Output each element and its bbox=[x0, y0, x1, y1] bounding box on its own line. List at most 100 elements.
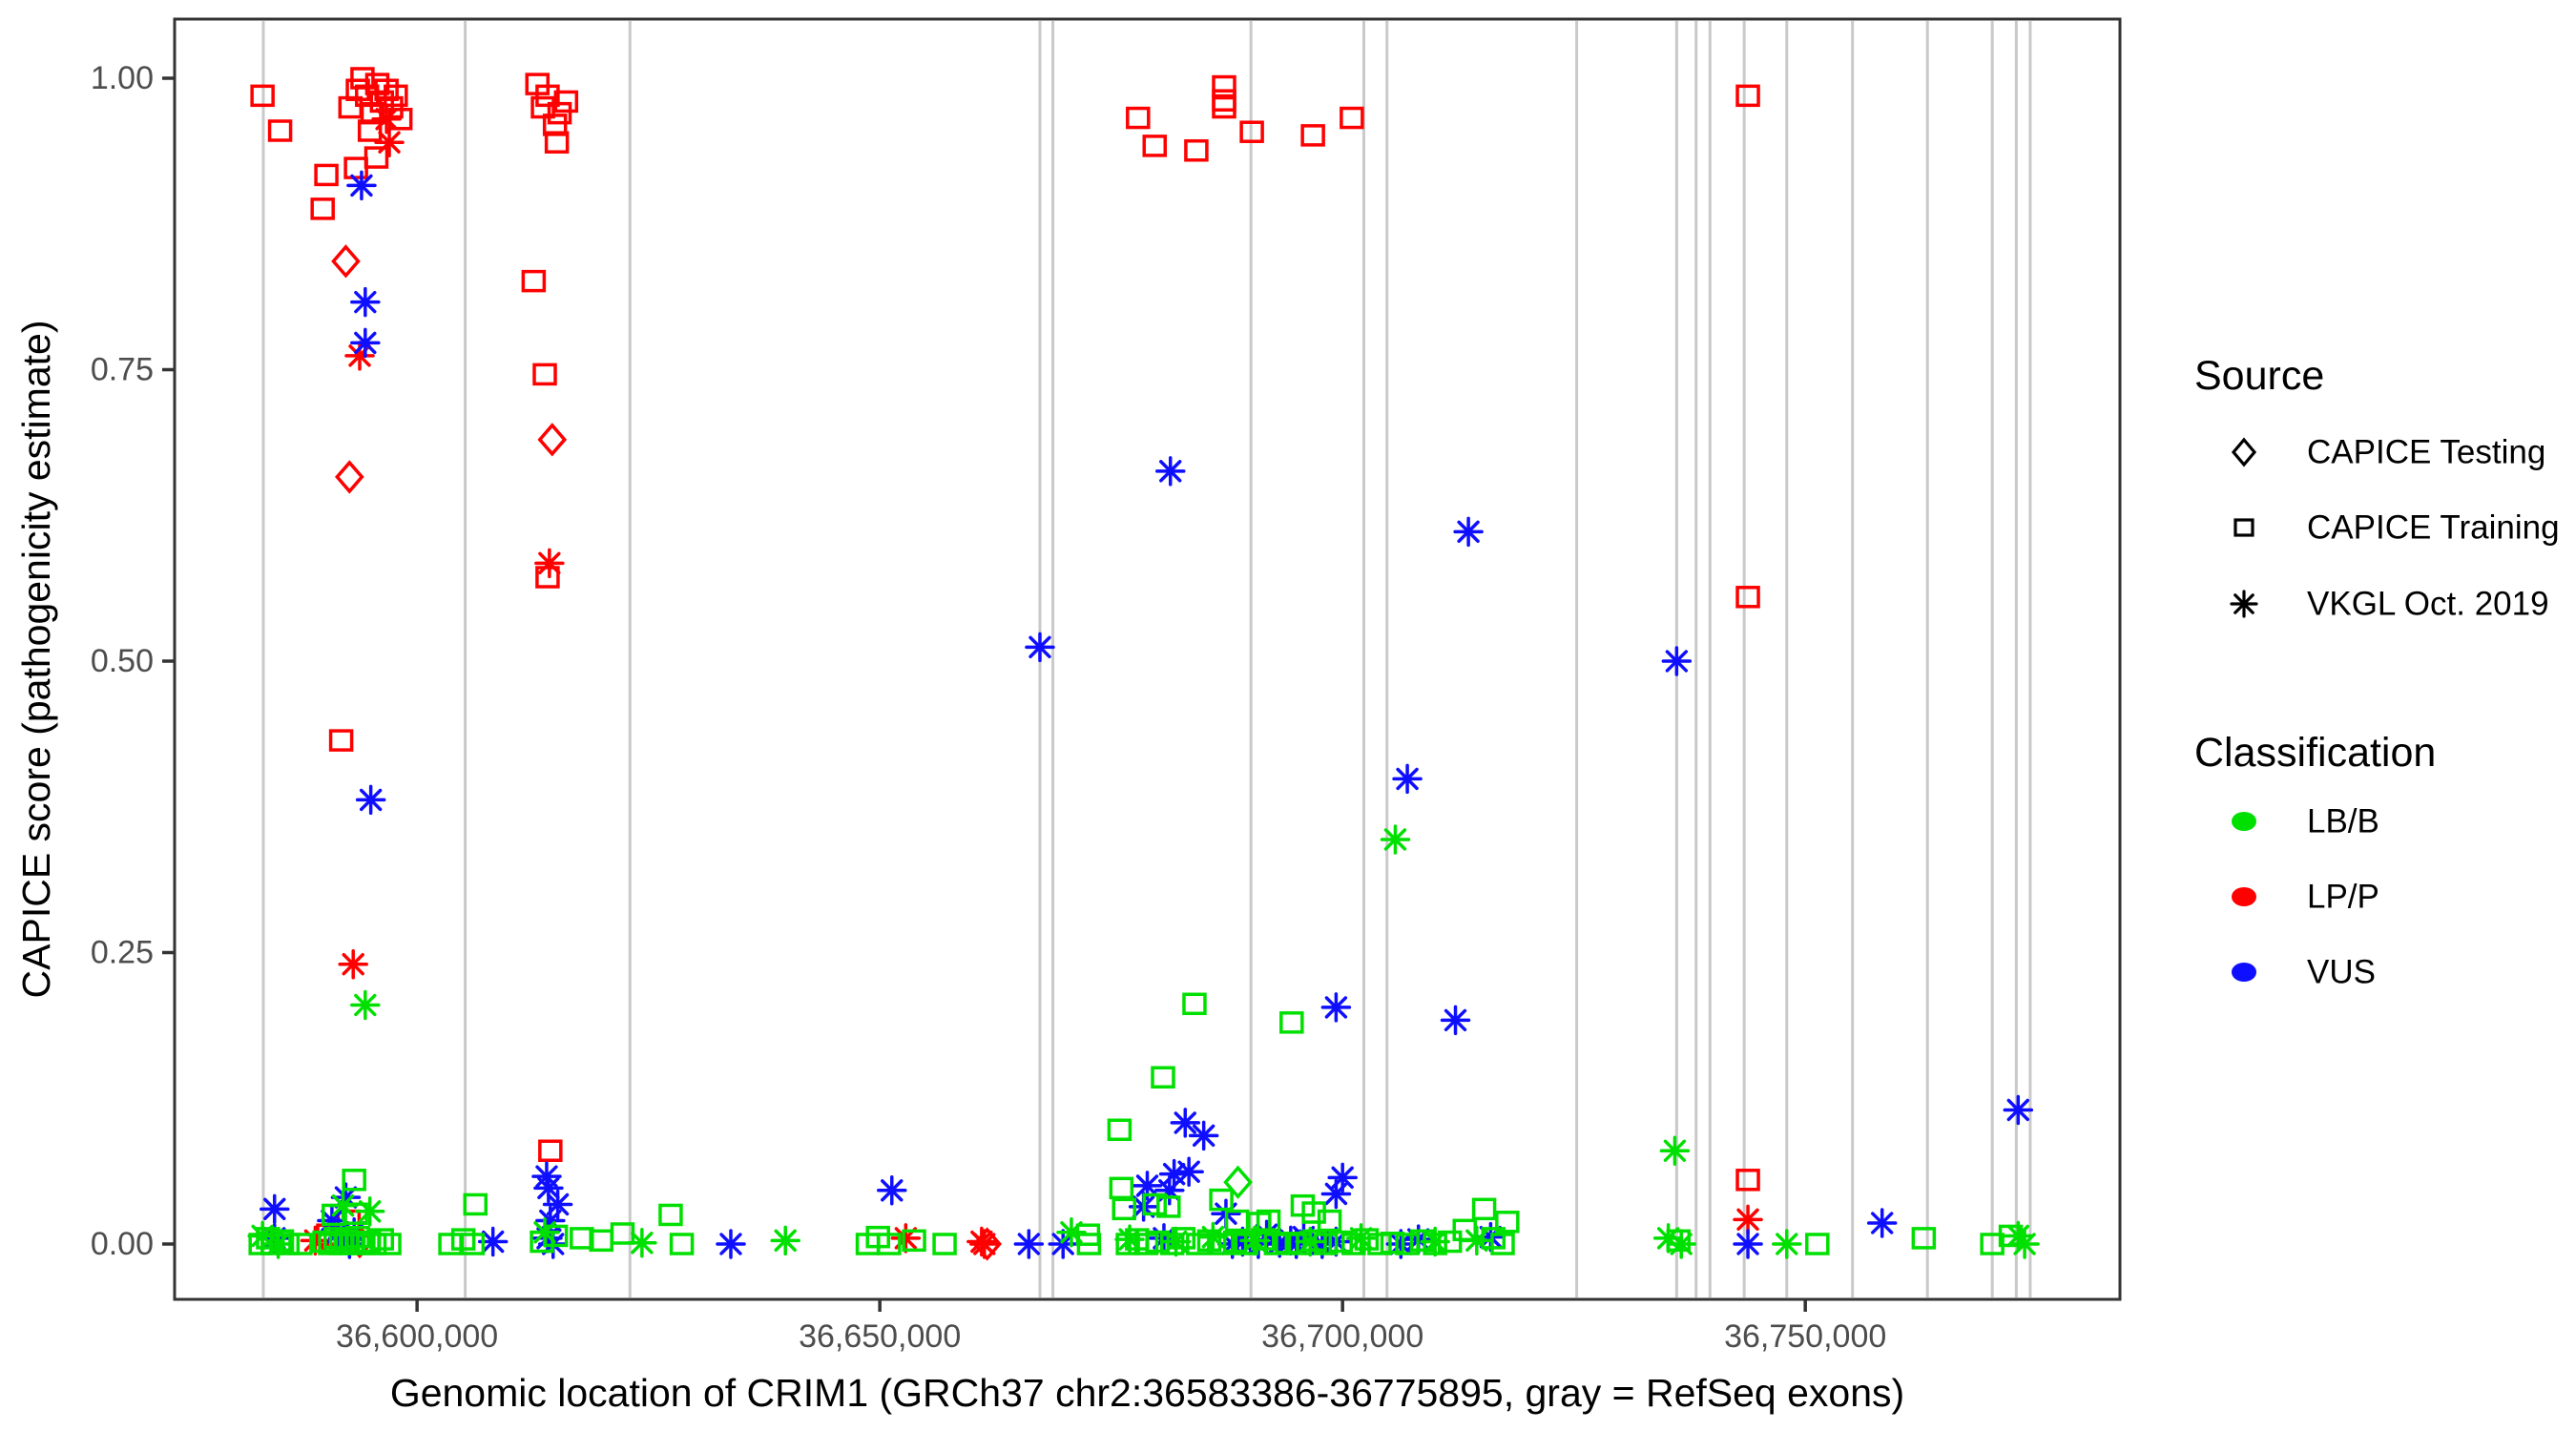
training-square-point bbox=[877, 1233, 902, 1255]
vkgl-asterisk-point bbox=[371, 104, 402, 135]
testing-diamond-point bbox=[537, 423, 568, 457]
training-square-point bbox=[1142, 1192, 1168, 1216]
vkgl-asterisk-point bbox=[1239, 1225, 1270, 1256]
vkgl-asterisk-point bbox=[1295, 1226, 1325, 1257]
training-square-point bbox=[362, 1233, 387, 1255]
training-square-point bbox=[538, 1139, 563, 1162]
vkgl-asterisk-point bbox=[262, 1229, 294, 1259]
vkgl-asterisk-point bbox=[374, 127, 405, 157]
y-axis-title: CAPICE score (pathogenicity estimate) bbox=[14, 321, 58, 999]
vkgl-asterisk-point bbox=[1733, 1204, 1763, 1235]
y-tick-label: 0.00 bbox=[91, 1226, 154, 1262]
training-square-point bbox=[1126, 106, 1151, 130]
y-tick-label: 0.25 bbox=[91, 935, 154, 971]
training-square-point bbox=[553, 90, 579, 114]
training-square-point bbox=[314, 163, 339, 187]
legend-source-label: VKGL Oct. 2019 bbox=[2307, 586, 2549, 623]
training-square-point bbox=[364, 146, 389, 169]
legend-source-title: Source bbox=[2194, 353, 2324, 399]
refseq-exon-lines bbox=[261, 21, 2032, 1297]
panel-border bbox=[173, 17, 2122, 1301]
training-square-point bbox=[1209, 1188, 1234, 1212]
training-square-point bbox=[1212, 74, 1236, 98]
training-square-point bbox=[544, 131, 570, 154]
vkgl-asterisk-point bbox=[1772, 1229, 1802, 1259]
vkgl-asterisk-point bbox=[327, 1190, 359, 1221]
vkgl-asterisk-point bbox=[1661, 646, 1693, 676]
training-square-point bbox=[658, 1203, 683, 1227]
training-square-point bbox=[460, 1233, 486, 1255]
vkgl-asterisk-point bbox=[260, 1193, 290, 1225]
vkgl-asterisk-point bbox=[1025, 632, 1055, 663]
vkgl-asterisk-point bbox=[1392, 763, 1423, 795]
x-tick-label: 36,650,000 bbox=[799, 1318, 961, 1355]
training-square-point bbox=[267, 119, 293, 142]
vkgl-asterisk-point bbox=[350, 286, 381, 318]
data-points bbox=[247, 67, 2040, 1261]
legend-classification-label: LB/B bbox=[2307, 803, 2379, 840]
vkgl-asterisk-point bbox=[354, 1196, 385, 1227]
legend-classification-label: VUS bbox=[2307, 954, 2376, 991]
vkgl-asterisk-point bbox=[1345, 1223, 1377, 1254]
vkgl-asterisk-point bbox=[1659, 1135, 1691, 1166]
vkgl-asterisk-point bbox=[1188, 1120, 1219, 1151]
training-square-point bbox=[932, 1233, 957, 1255]
vkgl-asterisk-point bbox=[534, 548, 565, 579]
training-square-point bbox=[1076, 1233, 1102, 1255]
x-tick-label: 36,600,000 bbox=[336, 1318, 498, 1355]
vkgl-asterisk-point bbox=[1733, 1229, 1763, 1259]
legend-item-diamond-icon bbox=[2231, 437, 2257, 467]
vkgl-asterisk-point bbox=[969, 1229, 1000, 1259]
vkgl-asterisk-point bbox=[1114, 1224, 1145, 1255]
training-square-point bbox=[902, 1229, 926, 1253]
training-square-point bbox=[535, 566, 560, 589]
testing-diamond-point bbox=[331, 244, 361, 279]
training-square-point bbox=[1490, 1233, 1515, 1255]
legend: Source CAPICE Testing CAPICE Training VKGL … bbox=[2194, 353, 2560, 991]
axes: 0.00 0.25 0.50 0.75 1.00 36,600,000 36,650,000… bbox=[14, 60, 1904, 1415]
training-square-point bbox=[1212, 95, 1236, 119]
legend-item-asterisk-icon bbox=[2230, 590, 2258, 618]
training-square-point bbox=[1313, 1233, 1339, 1255]
y-tick-label: 0.75 bbox=[91, 352, 154, 388]
training-square-point bbox=[250, 84, 275, 108]
vkgl-asterisk-point bbox=[350, 989, 381, 1021]
testing-diamond-point bbox=[1223, 1165, 1253, 1199]
vkgl-asterisk-point bbox=[1155, 456, 1186, 487]
training-square-point bbox=[1317, 1209, 1342, 1233]
vkgl-asterisk-point bbox=[627, 1228, 657, 1258]
vkgl-asterisk-point bbox=[2009, 1229, 2040, 1259]
vkgl-asterisk-point bbox=[1380, 824, 1411, 855]
training-square-point bbox=[1328, 1230, 1353, 1254]
training-square-point bbox=[1735, 1169, 1760, 1192]
x-tick-label: 36,700,000 bbox=[1261, 1318, 1423, 1355]
testing-diamond-point bbox=[335, 460, 364, 494]
training-square-point bbox=[521, 269, 547, 293]
training-square-point bbox=[1340, 106, 1364, 130]
training-square-point bbox=[1184, 139, 1209, 162]
vkgl-asterisk-point bbox=[1666, 1229, 1696, 1259]
training-square-point bbox=[1300, 124, 1325, 147]
training-square-point bbox=[1239, 120, 1264, 143]
training-square-point bbox=[532, 363, 557, 386]
training-square-point bbox=[1735, 84, 1760, 108]
legend-dot-icon bbox=[2232, 887, 2256, 906]
legend-classification-label: LP/P bbox=[2307, 879, 2379, 916]
training-square-point bbox=[377, 1233, 402, 1255]
vkgl-asterisk-point bbox=[1462, 1225, 1492, 1256]
training-square-point bbox=[1805, 1233, 1830, 1255]
training-square-point bbox=[1495, 1211, 1520, 1234]
legend-item-square-icon bbox=[2233, 518, 2254, 537]
vkgl-asterisk-point bbox=[530, 1217, 560, 1248]
training-square-point bbox=[1395, 1233, 1420, 1255]
training-square-point bbox=[1735, 586, 1760, 609]
vkgl-asterisk-point bbox=[1197, 1221, 1229, 1253]
training-square-point bbox=[328, 729, 354, 752]
vkgl-asterisk-point bbox=[1160, 1226, 1192, 1257]
training-square-point bbox=[1151, 1066, 1175, 1089]
vkgl-asterisk-point bbox=[1440, 1005, 1471, 1036]
y-tick-label: 0.50 bbox=[91, 643, 154, 679]
